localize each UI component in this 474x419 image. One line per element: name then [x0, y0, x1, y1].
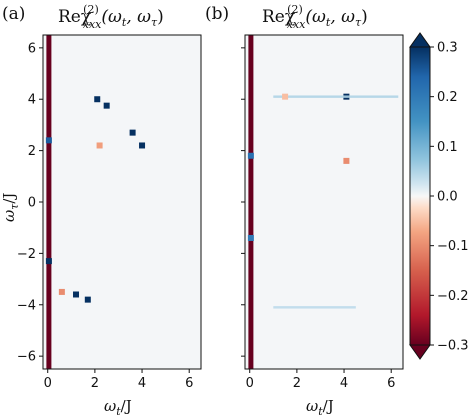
panel-b-feature-5 — [273, 95, 399, 98]
panel-b-title: Reχ(2) xxx(ωt, ωτ) — [262, 3, 368, 31]
colorbar-tick-label: −0.3 — [437, 339, 469, 354]
panel-a-feature-2 — [45, 258, 52, 265]
y-tick-label: 4 — [28, 93, 36, 108]
panel-a-axes: 0 2 4 6 6 4 2 0 −2 −4 −6 — [17, 41, 194, 391]
panel-a-tag: (a) — [2, 4, 25, 24]
panel-a-feature-4 — [103, 102, 110, 109]
panel-a-feature-10 — [58, 288, 65, 295]
colorbar-tick-label: 0.2 — [437, 90, 458, 105]
colorbar-ticks: 0.3 0.2 0.1 0.0 −0.1 −0.2 −0.3 — [430, 41, 469, 354]
x-tick-label: 6 — [185, 376, 193, 391]
panel-b-feature-2 — [247, 234, 254, 241]
panel-a-plot-area — [43, 35, 201, 369]
x-tick-label: 6 — [387, 376, 395, 391]
panel-b-feature-1 — [247, 152, 254, 159]
panel-b-feature-4 — [343, 157, 350, 164]
panel-a-feature-8 — [84, 296, 91, 303]
panel-b: (b) Reχ(2) xxx(ωt, ωτ) 0 2 4 6 ωt/J — [205, 3, 404, 418]
panel-b-axes: 0 2 4 6 — [241, 47, 395, 391]
panel-a-feature-1 — [45, 137, 52, 144]
colorbar: 0.3 0.2 0.1 0.0 −0.1 −0.2 −0.3 — [409, 32, 469, 360]
x-tick-label: 0 — [246, 376, 254, 391]
panel-a-xlabel: ωt/J — [104, 397, 132, 418]
x-tick-label: 2 — [91, 376, 99, 391]
colorbar-tick-label: 0.1 — [437, 140, 458, 155]
panel-b-feature-6 — [273, 306, 356, 309]
colorbar-tick-label: −0.1 — [437, 239, 469, 254]
x-tick-label: 2 — [293, 376, 301, 391]
panel-b-feature-7 — [282, 93, 289, 100]
colorbar-tick-label: −0.2 — [437, 289, 469, 304]
panel-a-title: Reχ(2) xxx(ωt, ωτ) — [58, 3, 164, 31]
panel-a-feature-0 — [46, 35, 52, 369]
panel-a-heatmap — [45, 35, 146, 369]
panel-a-feature-9 — [96, 142, 103, 149]
y-tick-label: −4 — [17, 298, 36, 313]
x-tick-label: 4 — [138, 376, 146, 391]
panel-a-feature-5 — [129, 129, 136, 136]
panel-b-tag: (b) — [205, 4, 229, 24]
colorbar-tick-label: 0.0 — [437, 190, 458, 205]
panel-a-feature-6 — [139, 142, 146, 149]
colorbar-tick-label: 0.3 — [437, 41, 458, 56]
panel-a-feature-7 — [73, 291, 80, 298]
x-tick-label: 0 — [44, 376, 52, 391]
panel-a-feature-3 — [94, 96, 101, 103]
y-tick-label: 2 — [28, 144, 36, 159]
y-tick-label: 6 — [28, 41, 36, 56]
y-tick-label: −2 — [17, 247, 36, 262]
panel-a-ylabel: ωτ/J — [0, 193, 21, 222]
panel-b-heatmap — [247, 35, 399, 369]
colorbar-gradient — [409, 46, 431, 346]
colorbar-extend-top — [409, 32, 431, 48]
panel-b-plot-area — [245, 35, 403, 369]
y-tick-label: 0 — [28, 196, 36, 211]
panel-b-xlabel: ωt/J — [306, 397, 334, 418]
panel-b-feature-0 — [248, 35, 254, 369]
y-tick-label: −6 — [17, 350, 36, 365]
x-tick-label: 4 — [340, 376, 348, 391]
colorbar-extend-bottom — [409, 344, 431, 360]
panel-a: (a) Reχ(2) xxx(ωt, ωτ) 0 2 4 6 6 4 2 0 −2 −4 −6 ωt/… — [0, 3, 202, 418]
